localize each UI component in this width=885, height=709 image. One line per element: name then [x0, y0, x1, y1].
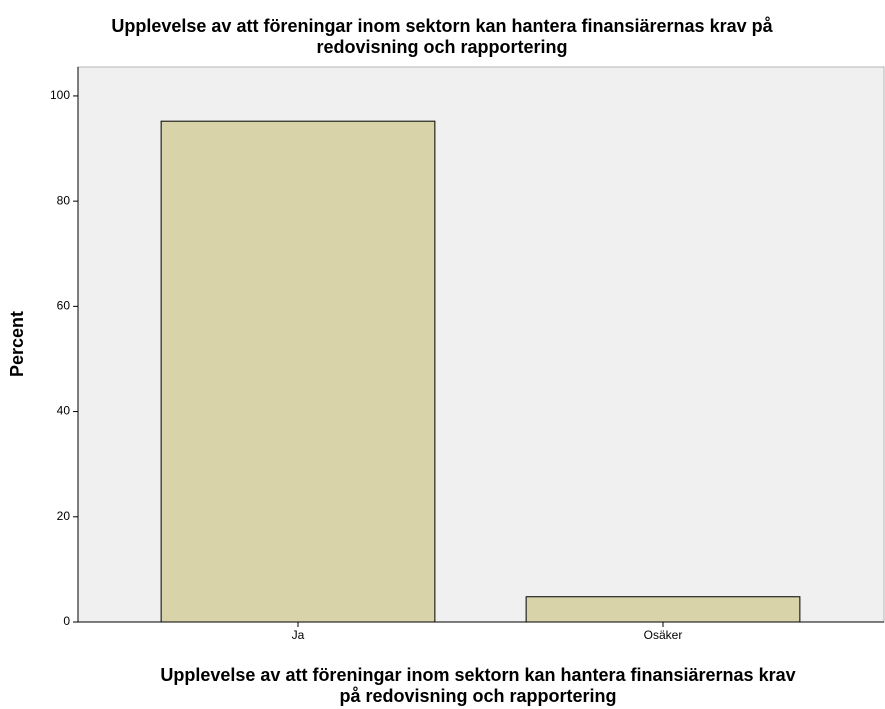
x-tick-label: Ja: [292, 628, 305, 642]
y-tick-label: 100: [50, 88, 70, 102]
bar: [525, 596, 801, 623]
y-tick-label: 40: [57, 404, 71, 418]
y-tick-label: 60: [57, 299, 71, 313]
x-tick-label: Osäker: [644, 628, 683, 642]
y-axis-label: Percent: [7, 311, 27, 377]
chart-title: redovisning och rapportering: [316, 37, 567, 57]
y-tick-label: 20: [57, 509, 71, 523]
bar: [160, 120, 436, 623]
y-tick-label: 0: [63, 614, 70, 628]
chart-title: Upplevelse av att föreningar inom sektor…: [111, 16, 773, 36]
x-axis-label: Upplevelse av att föreningar inom sektor…: [160, 665, 795, 685]
x-axis-label: på redovisning och rapportering: [339, 686, 616, 706]
y-tick-label: 80: [57, 193, 71, 207]
